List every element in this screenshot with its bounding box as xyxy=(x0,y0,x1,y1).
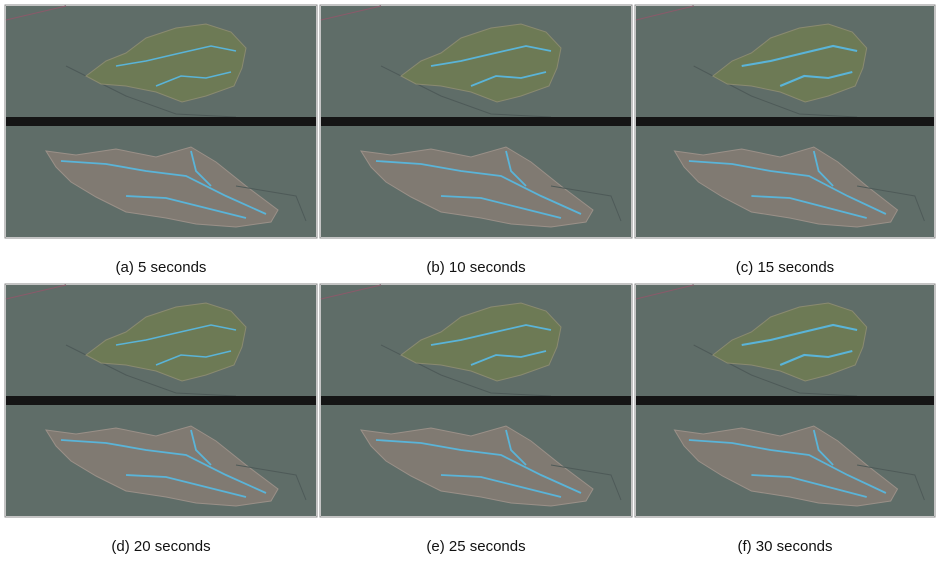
panel-caption: (d) 20 seconds xyxy=(111,538,210,555)
page: {"panels": [ {"caption": "(a) 5 seconds"… xyxy=(0,0,936,563)
panel-caption: (b) 10 seconds xyxy=(426,259,525,276)
screenshot-panel: (c) 15 seconds xyxy=(635,5,935,276)
view-divider xyxy=(321,396,631,405)
view-divider xyxy=(636,117,934,126)
screenshot-panel: (a) 5 seconds xyxy=(5,5,317,276)
view-divider xyxy=(636,396,934,405)
screenshot-panel: (f) 30 seconds xyxy=(635,284,935,555)
screenshot-panel: (d) 20 seconds xyxy=(5,284,317,555)
view-divider xyxy=(6,117,316,126)
screenshot-panel: (b) 10 seconds xyxy=(320,5,632,276)
panel-caption: (a) 5 seconds xyxy=(116,259,207,276)
figure: (a) 5 seconds (b) 10 seconds (c) 15 second… xyxy=(0,0,936,563)
view-divider xyxy=(321,117,631,126)
panel-caption: (f) 30 seconds xyxy=(737,538,832,555)
view-divider xyxy=(6,396,316,405)
screenshot-panel: (e) 25 seconds xyxy=(320,284,632,555)
panel-caption: (e) 25 seconds xyxy=(426,538,525,555)
panel-caption: (c) 15 seconds xyxy=(736,259,834,276)
